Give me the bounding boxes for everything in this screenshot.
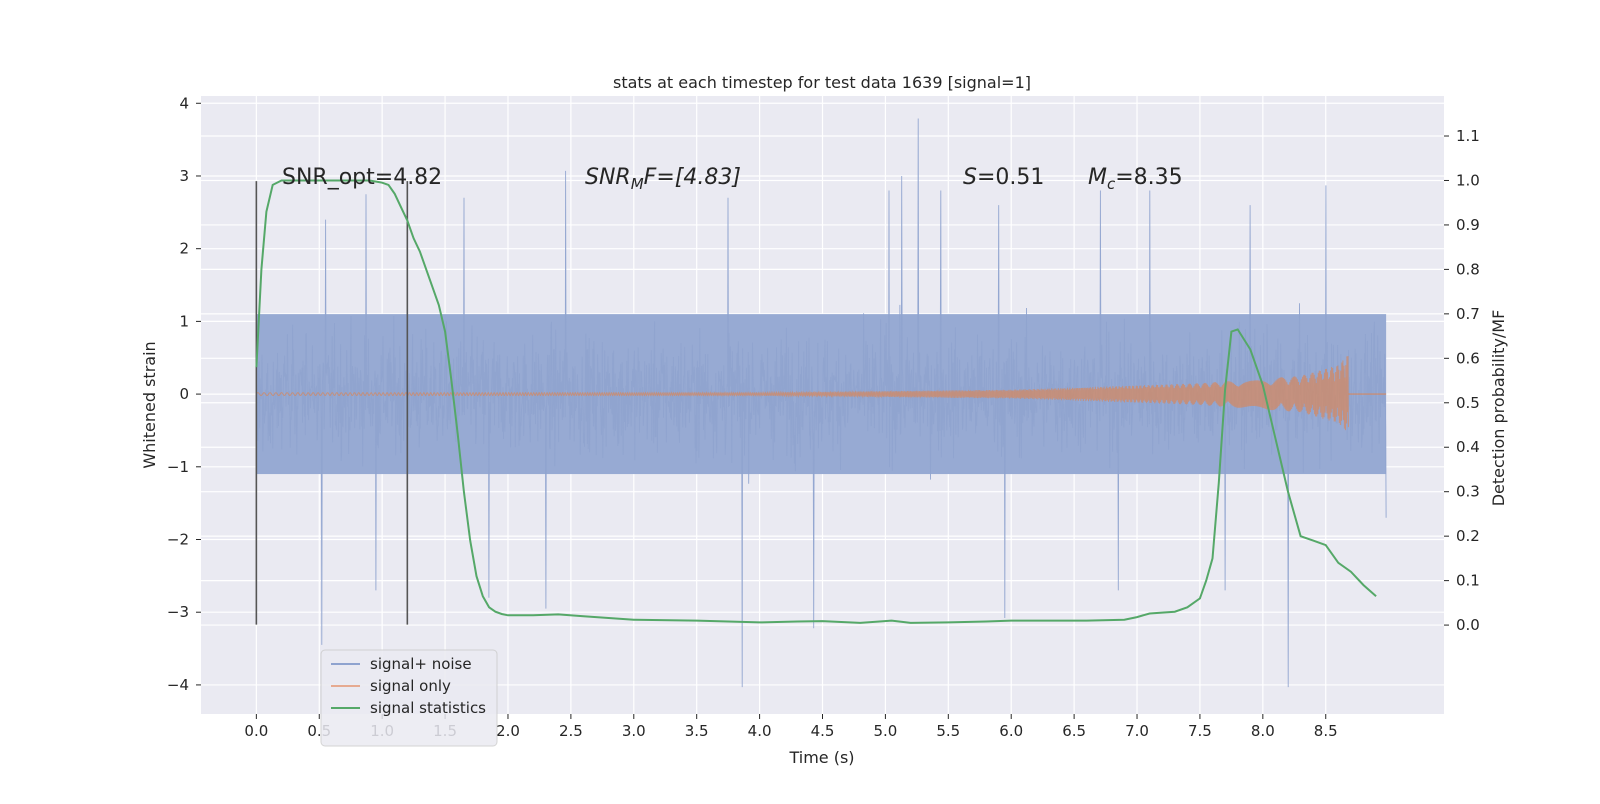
x-tick-label: 5.5 — [936, 722, 960, 740]
y-tick-label-left: 0 — [179, 385, 189, 403]
snr-mf-rest: F=[4.83] — [644, 165, 741, 190]
x-tick-label: 7.5 — [1188, 722, 1212, 740]
signal-only-series — [255, 356, 1387, 431]
s-symbol: S — [963, 165, 977, 190]
y-tick-label-right: 0.1 — [1456, 572, 1480, 590]
signal-statistics-series — [255, 179, 1377, 624]
snr-mf-sub: M — [631, 175, 644, 193]
s-annotation: S=0.51 — [963, 165, 1044, 190]
x-tick-label: 2.0 — [496, 722, 520, 740]
y-tick-label-right: 0.5 — [1456, 394, 1480, 412]
legend-label-signal-statistics: signal statistics — [370, 699, 486, 717]
x-tick-label: 8.0 — [1251, 722, 1275, 740]
signal-statistics-line — [255, 179, 1377, 624]
y-tick-label-right: 0.0 — [1456, 616, 1480, 634]
legend-label-signal-only: signal only — [370, 677, 451, 695]
x-tick-label: 3.0 — [622, 722, 646, 740]
y-axis-label-left: Whitened strain — [140, 341, 159, 468]
y-tick-label-left: −1 — [167, 458, 189, 476]
snr-opt-annotation: SNR_opt=4.82 — [282, 165, 442, 190]
x-tick-label: 6.5 — [1062, 722, 1086, 740]
y-tick-label-right: 0.8 — [1456, 260, 1480, 278]
x-tick-label: 4.0 — [748, 722, 772, 740]
legend: signal+ noise signal only signal statist… — [320, 649, 498, 747]
s-value: =0.51 — [977, 165, 1044, 190]
x-tick-label: 6.0 — [999, 722, 1023, 740]
x-tick-label: 2.5 — [559, 722, 583, 740]
x-tick-label: 8.5 — [1314, 722, 1338, 740]
y-axis-label-right: Detection probability/MF — [1489, 310, 1508, 507]
mc-annotation: Mc=8.35 — [1088, 165, 1183, 193]
y-tick-label-right: 0.2 — [1456, 527, 1480, 545]
x-tick-label: 4.5 — [811, 722, 835, 740]
mc-value: =8.35 — [1115, 165, 1182, 190]
x-tick-label: 0.0 — [244, 722, 268, 740]
y-tick-label-left: 1 — [179, 312, 189, 330]
legend-box — [320, 649, 498, 747]
signal-only-trace — [255, 356, 1349, 431]
x-tick-label: 3.5 — [685, 722, 709, 740]
y-tick-label-left: 4 — [179, 94, 189, 112]
x-tick-label: 7.0 — [1125, 722, 1149, 740]
y-tick-label-right: 0.4 — [1456, 438, 1480, 456]
x-axis-label: Time (s) — [788, 748, 854, 767]
snr-mf-base: SNR — [585, 165, 631, 190]
y-tick-label-right: 1.0 — [1456, 171, 1480, 189]
y-tick-label-left: 2 — [179, 240, 189, 258]
y-tick-label-right: 0.9 — [1456, 216, 1480, 234]
y-tick-label-left: −4 — [167, 676, 189, 694]
marker-lines — [255, 181, 409, 625]
y-tick-label-left: 3 — [179, 167, 189, 185]
y-tick-label-right: 0.7 — [1456, 305, 1480, 323]
chart-title: stats at each timestep for test data 163… — [613, 73, 1031, 92]
legend-label-signal-noise: signal+ noise — [370, 655, 472, 673]
y-tick-label-left: −2 — [167, 531, 189, 549]
y-tick-label-right: 0.6 — [1456, 349, 1480, 367]
mc-symbol: M — [1088, 165, 1107, 190]
y-tick-label-right: 1.1 — [1456, 127, 1480, 145]
y-tick-label-left: −3 — [167, 603, 189, 621]
snr-mf-annotation: SNRMF=[4.83] — [585, 165, 741, 193]
mc-sub: c — [1107, 175, 1116, 193]
x-tick-label: 5.0 — [873, 722, 897, 740]
y-tick-label-right: 0.3 — [1456, 483, 1480, 501]
